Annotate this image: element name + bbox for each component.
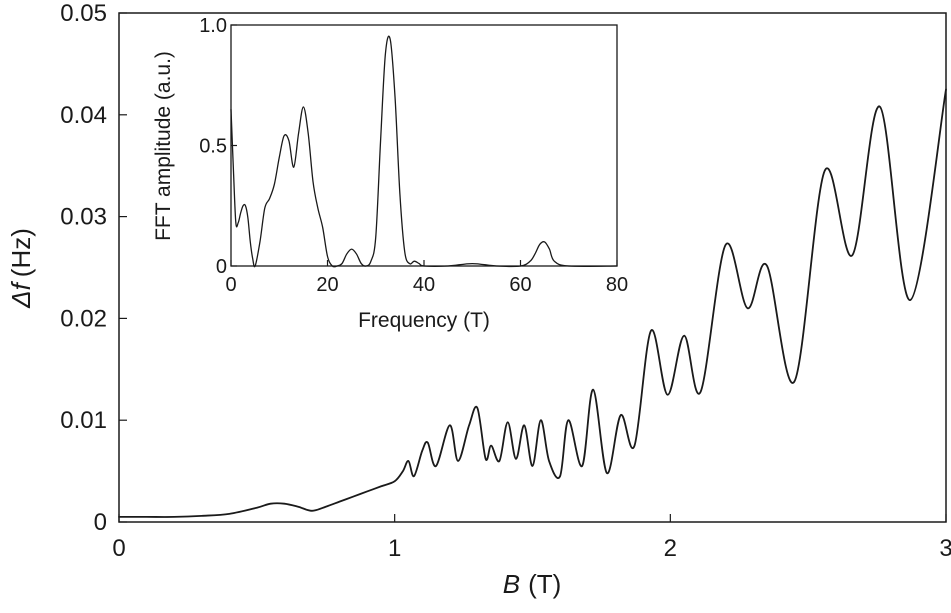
- main-series: [118, 88, 947, 518]
- inset-x-tick-label: 20: [316, 274, 338, 296]
- main-y-tick-label: 0.01: [60, 407, 107, 434]
- inset-y-tick-label: 1.0: [199, 15, 227, 37]
- inset-x-axis-title: Frequency (T): [358, 309, 490, 332]
- main-y-tick-label: 0.02: [60, 305, 107, 332]
- main-x-tick-label: 2: [664, 535, 677, 562]
- main-y-tick-label: 0.04: [60, 102, 107, 129]
- main-y-tick-label: 0: [94, 509, 107, 536]
- inset-axis-ticks: 0 20 40 60 80 0 0.5 1.0: [199, 15, 628, 296]
- inset-x-tick-label: 80: [606, 274, 628, 296]
- main-y-axis-title: Δf (Hz): [6, 228, 36, 309]
- main-x-axis-unit: (T): [528, 569, 561, 599]
- main-x-axis-title: B (T): [503, 569, 562, 599]
- main-axis-ticks: 0 1 2 3 0 0.01 0.02 0.03 0.04 0.05: [60, 0, 951, 562]
- main-y-axis-symbol: Δf: [6, 280, 36, 308]
- inset-x-tick-label: 0: [225, 274, 236, 296]
- main-y-axis-unit: (Hz): [6, 228, 36, 277]
- main-x-axis-symbol: B: [503, 569, 520, 599]
- main-plot-frame: [118, 12, 947, 523]
- inset-y-tick-label: 0.5: [199, 136, 227, 158]
- inset-y-axis-title: FFT amplitude (a.u.): [152, 51, 175, 241]
- main-x-tick-label: 0: [112, 535, 125, 562]
- main-series-line: [118, 88, 947, 518]
- inset-y-tick-label: 0: [216, 256, 227, 278]
- inset-background: [231, 25, 617, 266]
- main-x-tick-label: 1: [388, 535, 401, 562]
- main-y-tick-label: 0.05: [60, 0, 107, 27]
- inset-x-tick-label: 60: [509, 274, 531, 296]
- inset-x-tick-label: 40: [413, 274, 435, 296]
- main-x-tick-label: 3: [939, 535, 951, 562]
- main-y-tick-label: 0.03: [60, 204, 107, 231]
